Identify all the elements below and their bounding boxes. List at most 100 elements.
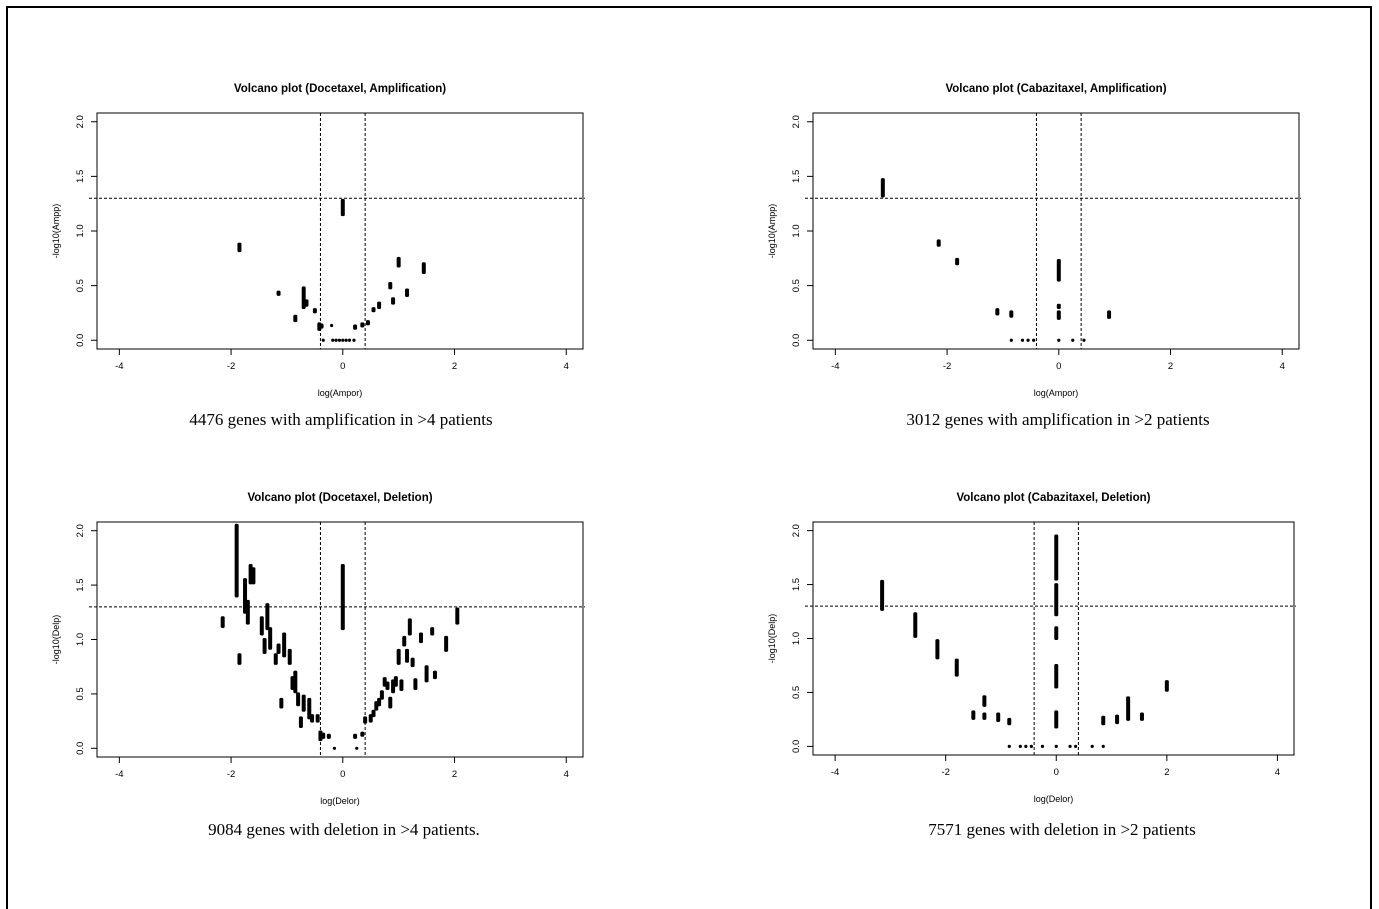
chart-title: Volcano plot (Docetaxel, Deletion) [247,492,432,504]
y-tick-label: 0.0 [75,742,86,755]
data-point-cluster [262,638,267,655]
data-point-cluster [996,712,1001,722]
x-tick-label: 0 [340,361,345,372]
y-axis-label: -log10(Delp) [767,614,777,664]
chart-cabazitaxel-amplification: Volcano plot (Cabazitaxel, Amplification… [767,83,1301,398]
x-tick-label: 2 [1164,767,1169,778]
x-tick-label: 4 [1275,767,1280,778]
data-point [1074,744,1078,748]
data-point-cluster [410,657,415,668]
data-point-cluster [353,733,358,739]
data-point-cluster [273,653,278,665]
data-point-cluster [220,616,225,628]
x-tick-label: -2 [941,767,949,778]
x-axis-label: log(Ampor) [318,388,363,398]
data-point-cluster [1056,310,1061,320]
data-point-cluster [301,694,306,712]
data-point [355,746,359,750]
chart-title: Volcano plot (Docetaxel, Amplification) [234,83,446,95]
y-tick-label: 1.0 [75,224,86,237]
data-point-cluster [1139,712,1144,721]
data-point-cluster [371,709,376,718]
data-point-cluster [880,579,885,611]
x-tick-label: 0 [1054,767,1059,778]
x-tick-label: 4 [564,361,569,372]
x-tick-label: 0 [1056,361,1061,372]
data-point [1024,744,1028,748]
data-point-cluster [1107,310,1112,319]
x-tick-label: -4 [115,769,123,780]
y-tick-label: 1.5 [791,170,802,183]
data-point-cluster [405,288,410,297]
data-point [1057,338,1061,342]
data-point-cluster [251,567,256,585]
data-point-cluster [407,618,412,636]
y-axis-label: -log10(Delp) [51,615,61,665]
data-point-cluster [954,658,959,677]
data-point-cluster [388,696,393,709]
plot-frame [96,112,584,350]
data-point [344,338,348,342]
y-tick-label: 1.0 [791,224,802,237]
data-point-cluster [1115,714,1120,725]
data-point-cluster [310,714,315,723]
data-point [1082,338,1086,342]
data-point [347,338,352,342]
data-point-cluster [298,716,303,729]
data-point-cluster [276,643,281,655]
data-point-cluster [880,178,885,198]
y-tick-label: 0.5 [75,687,86,700]
data-point-cluster [913,612,918,638]
x-tick-label: 2 [452,769,457,780]
data-point-cluster [455,607,460,625]
chart-title: Volcano plot (Cabazitaxel, Amplification… [945,83,1166,95]
data-point-cluster [237,242,242,253]
data-point-cluster [1009,310,1014,318]
data-point [341,338,345,342]
data-point [1054,744,1058,748]
x-tick-label: 2 [452,361,457,372]
data-point-cluster [1054,663,1059,689]
data-point-cluster [1007,717,1012,726]
x-tick-label: -4 [115,361,123,372]
plot-frame [96,521,584,758]
data-point [334,338,338,342]
data-point-cluster [935,639,940,660]
plot-frame [812,521,1295,756]
y-tick-label: 2.0 [791,115,802,128]
data-point-cluster [955,257,960,266]
y-tick-label: 0.0 [791,334,802,347]
data-point-cluster [360,731,365,737]
data-point [1020,338,1025,342]
data-point-cluster [237,653,242,665]
data-point-cluster [405,648,410,663]
data-point [352,338,356,342]
y-tick-label: 1.5 [791,578,802,591]
data-point-cluster [388,281,393,290]
data-point-cluster [304,299,309,307]
data-point [1071,338,1075,342]
data-point-cluster [371,307,376,313]
data-point-cluster [363,716,368,724]
data-point-cluster [340,198,345,217]
y-tick-label: 0.5 [791,279,802,292]
data-point-cluster [315,714,320,723]
data-point-cluster [424,665,429,683]
x-tick-label: -2 [943,361,951,372]
data-point-cluster [287,648,292,665]
data-point-cluster [413,678,418,690]
plot-frame [812,112,1300,350]
data-point [1007,744,1011,748]
x-tick-label: 4 [564,769,569,780]
data-point [1029,744,1033,748]
y-tick-label: 1.5 [75,170,86,183]
caption-cabazitaxel-amplification: 3012 genes with amplification in >2 pati… [906,410,1210,429]
data-point-cluster [360,322,365,328]
data-point-cluster [982,695,987,707]
data-point-cluster [318,730,323,742]
data-point-cluster [321,732,326,739]
data-point-cluster [1056,303,1061,309]
data-point-cluster [419,632,423,644]
x-tick-label: -2 [227,361,235,372]
x-tick-label: -4 [831,767,839,778]
